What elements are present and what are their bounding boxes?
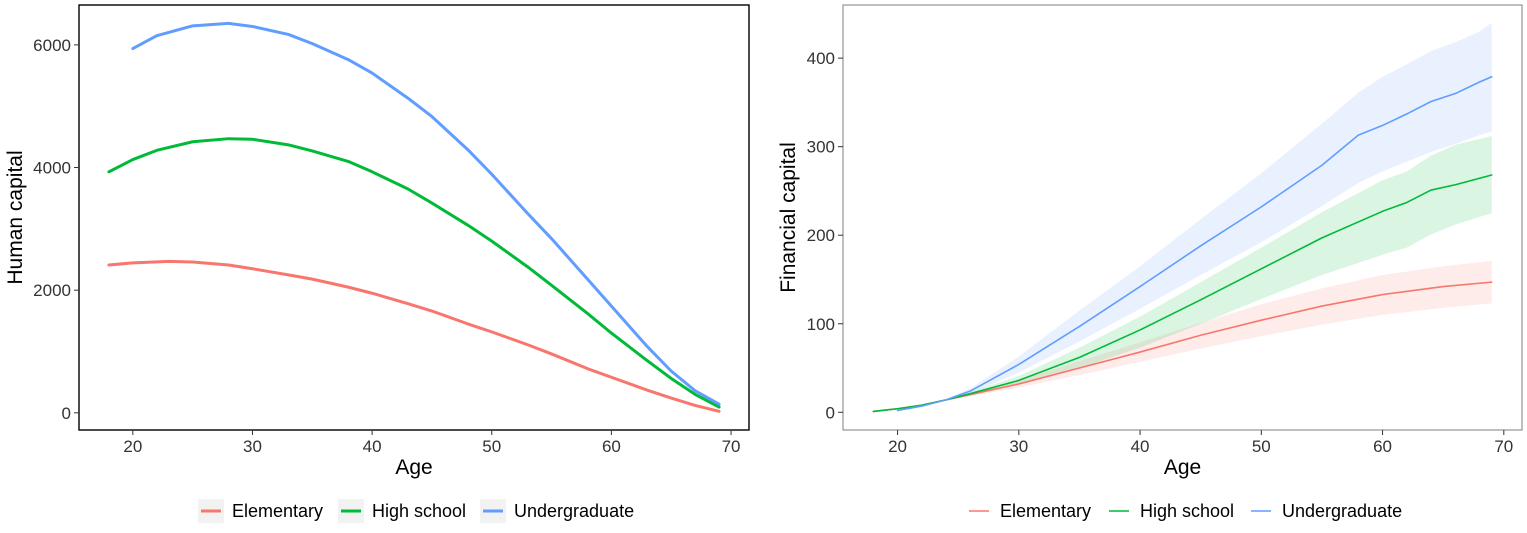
legend: Elementary High school Undergraduate [198,499,634,523]
series-line-undergraduate [131,21,721,406]
legend-item: Elementary [969,501,1091,521]
confidence-band-undergraduate [897,22,1492,411]
y-tick-label: 100 [807,315,835,334]
legend-label: Elementary [1000,501,1091,521]
x-axis-title: Age [1164,456,1201,479]
y-tick-label: 0 [62,404,71,423]
x-tick-label: 20 [123,437,142,456]
legend-label: High school [1140,501,1234,521]
y-tick-label: 200 [807,226,835,245]
legend: Elementary High school Undergraduate [969,501,1402,521]
plot-border [78,4,750,431]
x-axis: 20 30 40 50 60 70 [123,430,741,456]
series-line-elementary [107,259,721,413]
plot-border [842,4,1523,431]
confidence-band-elementary [873,260,1492,412]
confidence-band-high-school [873,136,1492,412]
y-tick-label: 400 [807,49,835,68]
x-tick-label: 20 [888,437,907,456]
y-axis: 0 100 200 300 400 [807,49,843,422]
legend-label: Undergraduate [1282,501,1402,521]
financial-capital-chart: 20 30 40 50 60 70 Age 0 100 200 300 400 Financial ca… [777,4,1523,521]
legend-item: High school [1109,501,1234,521]
human-capital-chart: 20 30 40 50 60 70 Age 0 2000 4000 6000 Human capita… [4,4,750,523]
series-lines [107,21,721,413]
x-tick-label: 70 [722,437,741,456]
legend-item: Elementary [198,499,323,523]
plot-panel [843,5,1522,430]
legend-item: Undergraduate [1251,501,1402,521]
x-axis: 20 30 40 50 60 70 [888,430,1513,456]
x-tick-label: 70 [1494,437,1513,456]
y-tick-label: 300 [807,138,835,157]
y-axis-title: Financial capital [777,142,800,293]
y-tick-label: 2000 [33,281,71,300]
confidence-bands [873,22,1492,412]
y-tick-label: 6000 [33,36,71,55]
y-axis-title: Human capital [4,150,27,284]
x-axis-title: Age [395,456,432,479]
plot-panel [79,5,749,430]
legend-label: Elementary [232,501,323,521]
x-tick-label: 40 [363,437,382,456]
y-tick-label: 0 [826,403,835,422]
series-line-undergraduate [896,75,1493,412]
x-tick-label: 60 [1373,437,1392,456]
y-axis: 0 2000 4000 6000 [33,36,79,423]
legend-label: Undergraduate [514,501,634,521]
x-tick-label: 60 [602,437,621,456]
x-tick-label: 30 [1009,437,1028,456]
series-lines [872,75,1493,413]
legend-item: Undergraduate [480,499,634,523]
legend-label: High school [372,501,466,521]
x-tick-label: 50 [1252,437,1271,456]
x-tick-label: 30 [243,437,262,456]
series-line-high-school [107,137,721,409]
legend-item: High school [338,499,466,523]
x-tick-label: 40 [1131,437,1150,456]
y-tick-label: 4000 [33,159,71,178]
x-tick-label: 50 [482,437,501,456]
